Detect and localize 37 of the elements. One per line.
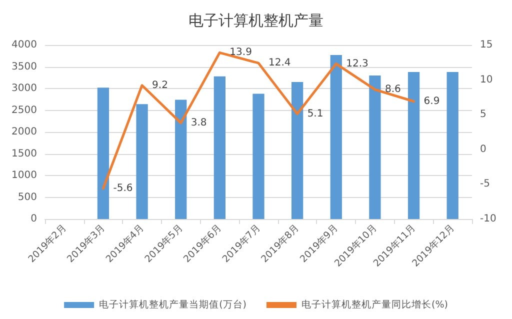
y-tick-label: 1000: [12, 170, 37, 181]
data-label: 3.8: [190, 117, 207, 128]
bar: [175, 100, 187, 219]
legend-label: 电子计算机整机产量同比增长(%): [301, 298, 448, 310]
y2-tick-label: 5: [480, 109, 486, 120]
legend-label: 电子计算机整机产量当期值(万台): [99, 298, 246, 310]
y-tick-label: 3000: [12, 83, 37, 94]
y-tick-label: 1500: [12, 148, 37, 160]
y2-tick-label: 10: [480, 74, 493, 86]
bar: [136, 104, 148, 219]
bar: [214, 76, 226, 219]
y2-tick-label: 0: [480, 144, 486, 155]
data-label: 13.9: [230, 47, 252, 58]
y-tick-label: 4000: [12, 40, 37, 50]
data-label: -5.6: [113, 182, 133, 194]
chart-title: 电子计算机整机产量: [188, 12, 324, 30]
bar: [446, 72, 458, 219]
data-label: 5.1: [307, 108, 324, 120]
data-label: 8.6: [384, 84, 401, 96]
bar: [252, 94, 264, 219]
bar: [291, 82, 304, 219]
y-tick-label: 0: [30, 214, 37, 224]
data-label: 12.4: [268, 58, 291, 69]
y2-tick-label: -5: [480, 178, 490, 190]
bar: [97, 88, 110, 219]
data-label: 9.2: [152, 80, 168, 91]
bar: [330, 55, 342, 219]
data-label: 6.9: [424, 96, 440, 107]
y2-tick-label: 15: [480, 40, 493, 50]
bar: [369, 75, 381, 219]
y-tick-label: 500: [18, 192, 37, 203]
data-label: 12.3: [346, 58, 368, 70]
y2-tick-label: -10: [480, 214, 496, 224]
y-tick-label: 2000: [12, 126, 37, 138]
y-tick-label: 3500: [12, 61, 37, 72]
bar: [408, 72, 420, 219]
y-tick-label: 2500: [12, 104, 37, 116]
